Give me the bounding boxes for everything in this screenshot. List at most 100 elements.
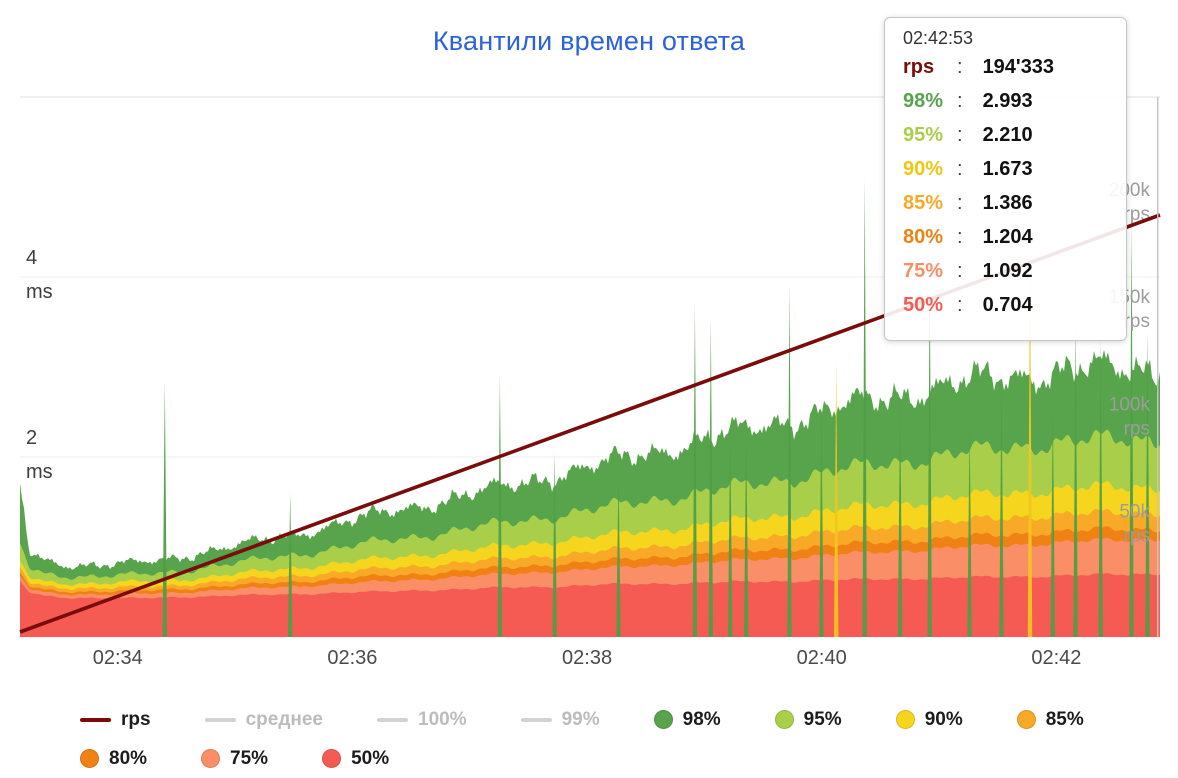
legend-item-label-avg: среднее xyxy=(245,708,323,730)
legend-marker-98 xyxy=(653,710,673,729)
x-tick-label: 02:40 xyxy=(797,647,847,669)
legend-item-95[interactable]: 95% xyxy=(774,708,842,731)
spike xyxy=(862,178,867,637)
legend-item-98[interactable]: 98% xyxy=(653,708,721,731)
spike xyxy=(1145,331,1150,637)
legend-item-85[interactable]: 85% xyxy=(1016,708,1084,731)
tooltip-series-label-85: 85% xyxy=(903,192,944,214)
x-tick-label: 02:38 xyxy=(562,647,612,669)
tooltip-value-50: 0.704 xyxy=(982,294,1033,316)
series-areas xyxy=(20,349,1160,637)
spike xyxy=(897,394,903,637)
legend-item-label-75: 75% xyxy=(230,747,269,769)
spike xyxy=(967,421,972,637)
tooltip-colon: : xyxy=(957,192,963,214)
y-left-tick-value: 2 xyxy=(26,427,37,449)
tooltip-colon: : xyxy=(957,294,963,316)
x-tick-label: 02:36 xyxy=(327,647,377,669)
tooltip-colon: : xyxy=(957,56,963,78)
tooltip-series-label-75: 75% xyxy=(903,260,944,282)
tooltip-series-label-95: 95% xyxy=(903,124,944,146)
legend-marker-avg xyxy=(204,717,236,722)
y-right-tick-value: 100k xyxy=(1109,394,1151,415)
legend-marker-75 xyxy=(201,749,221,768)
tooltip-series-label-50: 50% xyxy=(903,294,944,316)
tooltip-rows: rps: 194'333 98%: 2.993 95%: 2.210 90%: … xyxy=(903,56,1108,328)
spike xyxy=(999,376,1004,637)
y-left-tick-unit: ms xyxy=(26,281,53,303)
legend-marker-90 xyxy=(895,710,915,729)
spike xyxy=(819,403,824,637)
tooltip-row-50: 50%: 0.704 xyxy=(903,294,1108,328)
tooltip-value-95: 2.210 xyxy=(982,124,1033,146)
tooltip-series-label-98: 98% xyxy=(903,90,944,112)
spike xyxy=(728,425,733,637)
spikes xyxy=(162,178,1150,637)
tooltip-series-label-90: 90% xyxy=(903,158,944,180)
legend-item-100[interactable]: 100% xyxy=(377,709,467,731)
legend-item-rps[interactable]: rps xyxy=(80,709,151,731)
legend-item-label-98: 98% xyxy=(682,708,721,730)
legend-marker-95 xyxy=(774,710,794,729)
spike xyxy=(744,430,749,637)
legend-item-80[interactable]: 80% xyxy=(80,748,147,770)
legend-row-1: rps среднее 100% 99% 98% 95% 90% 85% xyxy=(80,700,1150,739)
legend-item-50[interactable]: 50% xyxy=(322,748,389,770)
tooltip-row-98: 98%: 2.993 xyxy=(903,90,1108,124)
spike xyxy=(616,470,621,637)
legend-marker-80 xyxy=(80,749,99,768)
tooltip-colon: : xyxy=(957,124,963,146)
spike xyxy=(1129,223,1134,637)
legend-marker-rps xyxy=(80,717,111,722)
y-right-tick-unit: rps xyxy=(1124,526,1150,547)
tooltip-row-90: 90%: 1.673 xyxy=(903,158,1108,192)
tooltip-value-80: 1.204 xyxy=(982,226,1033,248)
legend-marker-100 xyxy=(377,717,408,722)
legend-marker-99 xyxy=(520,717,552,722)
legend-item-label-50: 50% xyxy=(351,747,390,769)
tooltip-row-75: 75%: 1.092 xyxy=(903,260,1108,294)
legend-item-label-95: 95% xyxy=(803,708,842,730)
spike xyxy=(1098,340,1103,637)
legend-item-90[interactable]: 90% xyxy=(895,708,963,731)
spike xyxy=(1073,322,1078,637)
area-50 xyxy=(20,573,1160,637)
spike xyxy=(552,452,557,637)
tooltip-value-85: 1.386 xyxy=(982,192,1033,214)
tooltip-row-80: 80%: 1.204 xyxy=(903,226,1108,260)
legend-item-avg[interactable]: среднее xyxy=(204,708,323,731)
y-right-tick-unit: rps xyxy=(1124,311,1150,332)
tooltip-colon: : xyxy=(957,260,963,282)
tooltip-colon: : xyxy=(957,158,963,180)
legend-item-99[interactable]: 99% xyxy=(520,708,600,731)
tooltip-time: 02:42:53 xyxy=(903,28,974,48)
spike xyxy=(708,317,713,637)
tooltip: 02:42:53 rps: 194'333 98%: 2.993 95%: 2.… xyxy=(884,17,1127,341)
legend-item-75[interactable]: 75% xyxy=(201,748,268,770)
spike xyxy=(162,380,167,637)
y-left-tick-value: 4 xyxy=(26,247,37,269)
legend-item-label-100: 100% xyxy=(418,708,467,730)
legend-item-label-85: 85% xyxy=(1045,708,1084,730)
legend-item-label-rps: rps xyxy=(121,708,151,730)
legend-row-2: 80% 75% 50% xyxy=(80,739,1150,778)
tooltip-series-label-80: 80% xyxy=(903,226,944,248)
legend-item-label-90: 90% xyxy=(924,708,963,730)
spike xyxy=(834,362,839,637)
tooltip-colon: : xyxy=(957,226,963,248)
tooltip-row-95: 95%: 2.210 xyxy=(903,124,1108,158)
spike xyxy=(288,493,293,637)
tooltip-value-98: 2.993 xyxy=(982,90,1033,112)
spike xyxy=(692,304,698,637)
tooltip-row-85: 85%: 1.386 xyxy=(903,192,1108,226)
legend-item-label-99: 99% xyxy=(561,708,600,730)
spike xyxy=(787,286,792,637)
chart-title: Квантили времен ответа xyxy=(432,26,746,56)
tooltip-value-rps: 194'333 xyxy=(982,56,1055,78)
x-tick-label: 02:42 xyxy=(1031,647,1081,669)
x-tick-label: 02:34 xyxy=(93,647,143,669)
tooltip-value-90: 1.673 xyxy=(982,158,1033,180)
